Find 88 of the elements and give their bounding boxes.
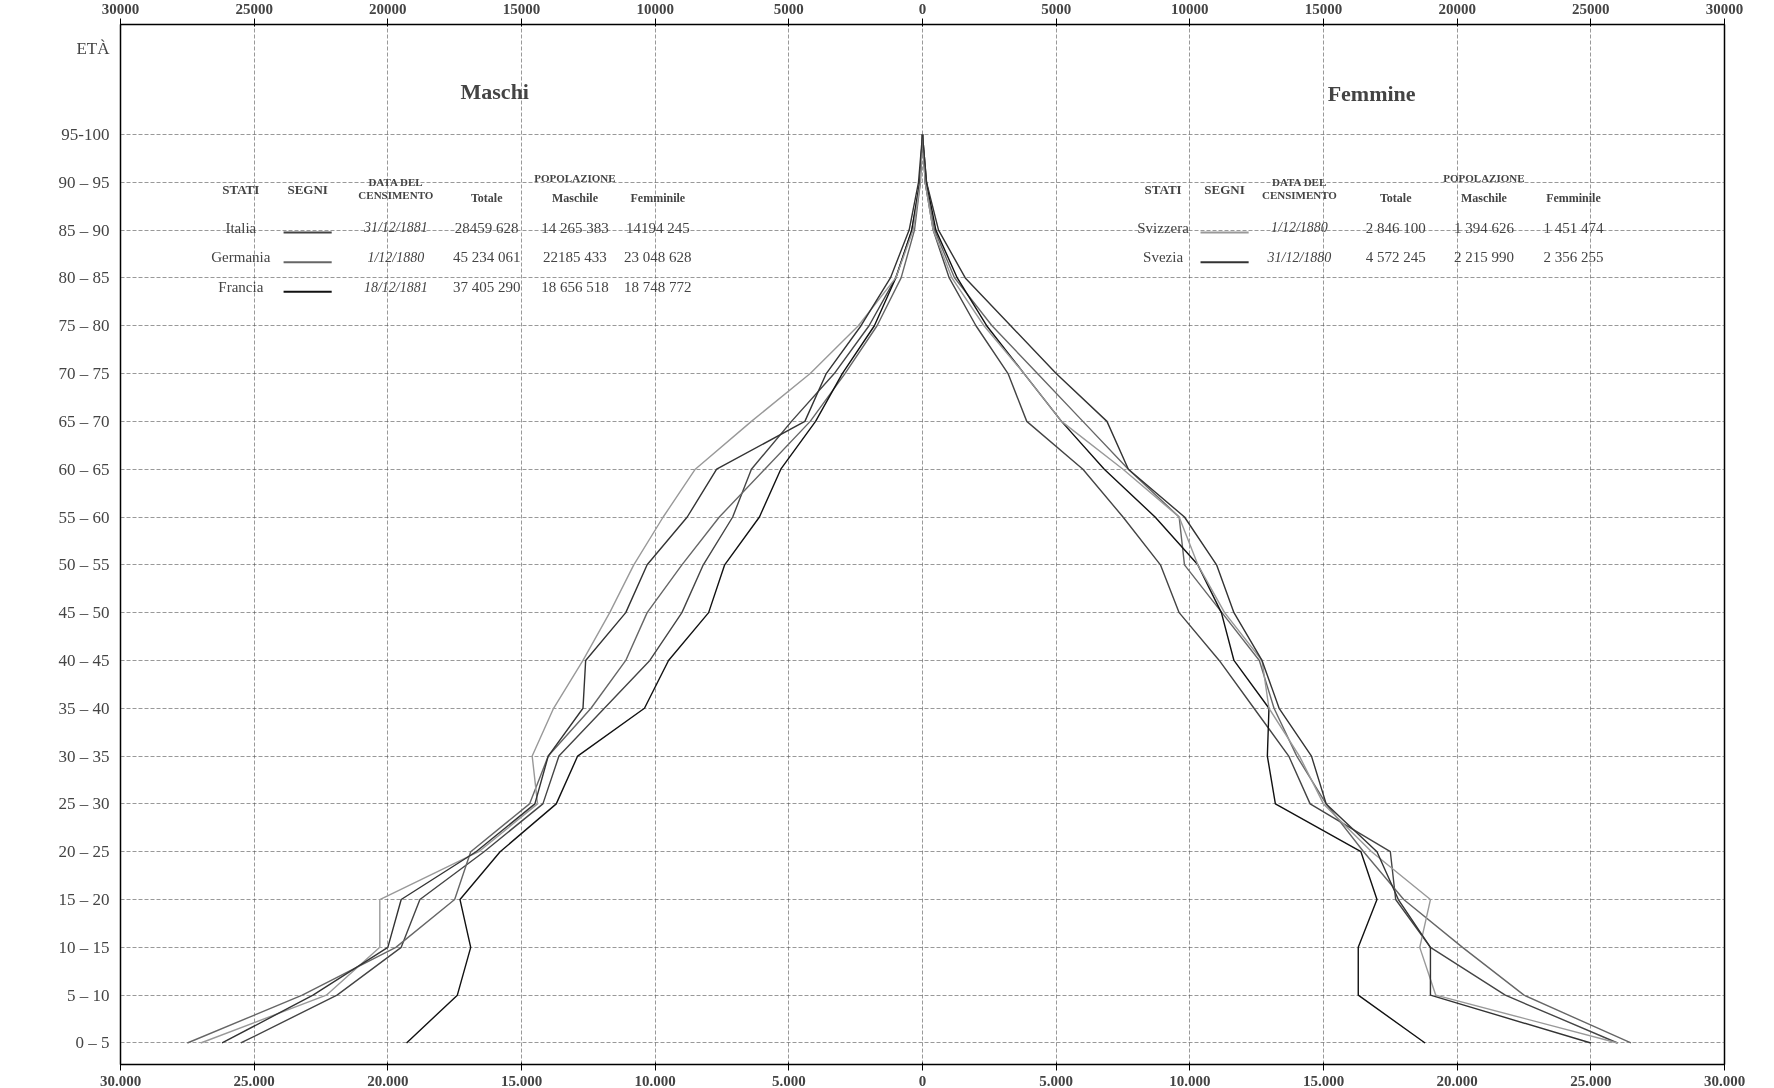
annotation: POPOLAZIONE (534, 171, 616, 184)
annotation: 22185 433 (543, 249, 607, 266)
annotation: 31/12/1881 (362, 220, 428, 236)
x-tick-label: 15.000 (500, 1072, 543, 1088)
y-axis-title: ETÀ (76, 38, 111, 58)
y-tick-label: 65 – 70 (58, 411, 110, 431)
x2-tick-label: 0 (918, 0, 927, 17)
x2-tick-label: 15000 (502, 0, 541, 17)
x2-tick-label: 5000 (1041, 0, 1072, 17)
y-tick-label: 10 – 15 (58, 937, 110, 957)
legend-label: Italia (225, 219, 257, 236)
annotation: 37 405 290 (453, 279, 521, 296)
x2-tick-label: 25000 (1572, 0, 1610, 17)
y-tick-label: 20 – 25 (58, 842, 110, 862)
annotation: 18/12/1881 (363, 279, 428, 295)
annotation: SEGNI (1204, 181, 1245, 197)
annotation: 4 572 245 (1365, 249, 1426, 266)
annotation: 18 748 772 (624, 279, 692, 296)
annotation: STATI (1144, 181, 1182, 197)
annotation: STATI (222, 181, 260, 197)
annotation: 28459 628 (454, 219, 519, 236)
x2-tick-label: 10000 (636, 0, 674, 17)
annotation: Totale (1379, 191, 1413, 206)
y-tick-label: 30 – 35 (58, 746, 110, 766)
annotation: DATA DEL CENSIMENTO (1261, 175, 1338, 202)
text: Femmine (1327, 81, 1416, 107)
annotation: 1/12/1880 (367, 249, 425, 265)
x2-tick-label: 20000 (369, 0, 407, 17)
x2-tick-label: 15000 (1304, 0, 1343, 17)
legend-label: Germania (211, 249, 271, 266)
x2-tick-label: 25000 (235, 0, 273, 17)
x-tick-label: 30.000 (99, 1072, 142, 1088)
x-tick-label: 0 (918, 1072, 927, 1088)
y-tick-label: 40 – 45 (58, 650, 110, 670)
legend-label: Francia (218, 279, 264, 296)
x-tick-label: 20.000 (1436, 1072, 1478, 1088)
annotation: 14194 245 (625, 219, 690, 236)
y-tick-label: 70 – 75 (58, 364, 110, 384)
y-tick-label: 90 – 95 (58, 172, 110, 192)
y-tick-label: 5 – 10 (67, 985, 110, 1005)
annotation: Maschile (1460, 191, 1508, 206)
annotation: POPOLAZIONE (1443, 171, 1525, 184)
text: Maschi (460, 78, 529, 104)
y-tick-label: 15 – 20 (58, 890, 110, 910)
annotation: 2 846 100 (1365, 219, 1426, 236)
x2-tick-label: 30000 (1705, 0, 1744, 17)
y-tick-label: 35 – 40 (58, 698, 110, 718)
y-tick-label: 80 – 85 (58, 268, 110, 288)
x2-tick-label: 20000 (1438, 0, 1476, 17)
x-tick-label: 5.000 (1039, 1072, 1074, 1088)
x2-tick-label: 30000 (101, 0, 140, 17)
x-tick-label: 15.000 (1302, 1072, 1345, 1088)
annotation: SEGNI (287, 181, 328, 197)
y-tick-label: 55 – 60 (58, 507, 110, 527)
x-tick-label: 30.000 (1703, 1072, 1746, 1088)
annotation: 14 265 383 (541, 219, 609, 236)
annotation: Femminile (630, 191, 686, 206)
y-tick-label: 95-100 (61, 124, 110, 144)
y-tick-label: 0 – 5 (75, 1033, 110, 1053)
x-tick-label: 25.000 (1570, 1072, 1612, 1088)
annotation: 23 048 628 (624, 249, 692, 266)
annotation: 2 215 990 (1453, 249, 1514, 266)
y-tick-label: 45 – 50 (58, 603, 110, 623)
annotation: 1/12/1880 (1271, 220, 1328, 236)
annotation: Femminile (1546, 191, 1602, 206)
legend-label: Svizzera (1137, 219, 1190, 236)
annotation: 1 394 626 (1453, 219, 1515, 236)
x2-tick-label: 5000 (773, 0, 804, 17)
annotation: 2 356 255 (1543, 249, 1604, 266)
x-tick-label: 20.000 (367, 1072, 409, 1088)
x-tick-label: 25.000 (233, 1072, 275, 1088)
x-tick-label: 10.000 (1169, 1072, 1211, 1088)
y-tick-label: 85 – 90 (58, 220, 110, 240)
y-tick-label: 60 – 65 (58, 459, 110, 479)
annotation: 1 451 474 (1543, 219, 1604, 236)
annotation: 31/12/1880 (1266, 249, 1332, 265)
y-tick-label: 50 – 55 (58, 555, 110, 575)
annotation: 18 656 518 (541, 279, 609, 296)
annotation: Maschile (551, 191, 599, 206)
x-tick-label: 10.000 (634, 1072, 676, 1088)
annotation: 45 234 061 (453, 249, 521, 266)
annotation: Totale (470, 191, 504, 206)
x2-tick-label: 10000 (1171, 0, 1209, 17)
annotation: DATA DEL CENSIMENTO (358, 175, 434, 202)
legend-label: Svezia (1143, 249, 1184, 266)
y-tick-label: 75 – 80 (58, 316, 110, 336)
x-tick-label: 5.000 (771, 1072, 806, 1088)
y-tick-label: 25 – 30 (58, 794, 110, 814)
